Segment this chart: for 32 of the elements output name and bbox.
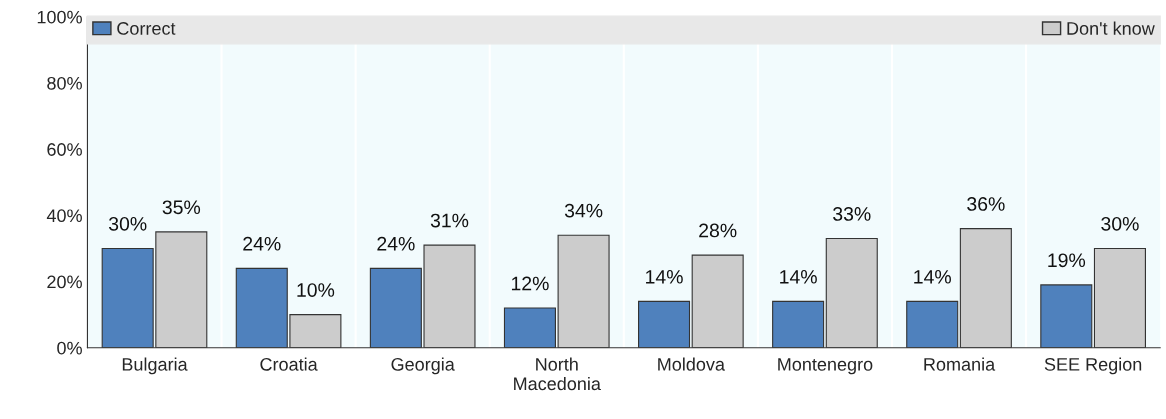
data-label: 24% bbox=[377, 236, 415, 251]
data-label: 35% bbox=[162, 200, 201, 215]
x-tick-label: Montenegro bbox=[778, 358, 873, 375]
data-label: 14% bbox=[780, 270, 817, 284]
data-label: 30% bbox=[1101, 216, 1139, 231]
data-label: 14% bbox=[914, 270, 951, 284]
data-label: 34% bbox=[564, 203, 603, 218]
x-tick-label: Moldova bbox=[658, 357, 725, 371]
y-tick-label: 60% bbox=[47, 143, 82, 156]
data-label: 14% bbox=[646, 270, 683, 284]
y-tick-label: 0% bbox=[57, 341, 82, 355]
x-tick-label: SEE Region bbox=[1044, 357, 1142, 375]
data-label: 36% bbox=[967, 197, 1005, 211]
x-tick-label: Croatia bbox=[260, 357, 318, 371]
data-label: 30% bbox=[108, 216, 147, 231]
y-tick-label: 40% bbox=[46, 209, 82, 223]
x-tick-label: Romania bbox=[924, 357, 996, 371]
x-tick-label: Bulgaria bbox=[122, 357, 188, 375]
data-label: 10% bbox=[297, 283, 335, 297]
y-tick-label: 20% bbox=[47, 275, 82, 289]
y-tick-label: 80% bbox=[47, 76, 82, 90]
data-label: 12% bbox=[511, 276, 549, 291]
data-label: 24% bbox=[243, 236, 281, 251]
legend-label: Don't know bbox=[1067, 21, 1155, 35]
data-label: 33% bbox=[833, 207, 871, 221]
x-tick-label: North Macedonia bbox=[514, 357, 601, 391]
data-label: 31% bbox=[430, 213, 469, 228]
data-label: 19% bbox=[1048, 253, 1086, 268]
data-label: 28% bbox=[699, 223, 737, 238]
y-tick-label: 100% bbox=[37, 10, 82, 24]
legend-label: Correct bbox=[117, 22, 176, 35]
x-tick-label: Georgia bbox=[391, 357, 455, 375]
